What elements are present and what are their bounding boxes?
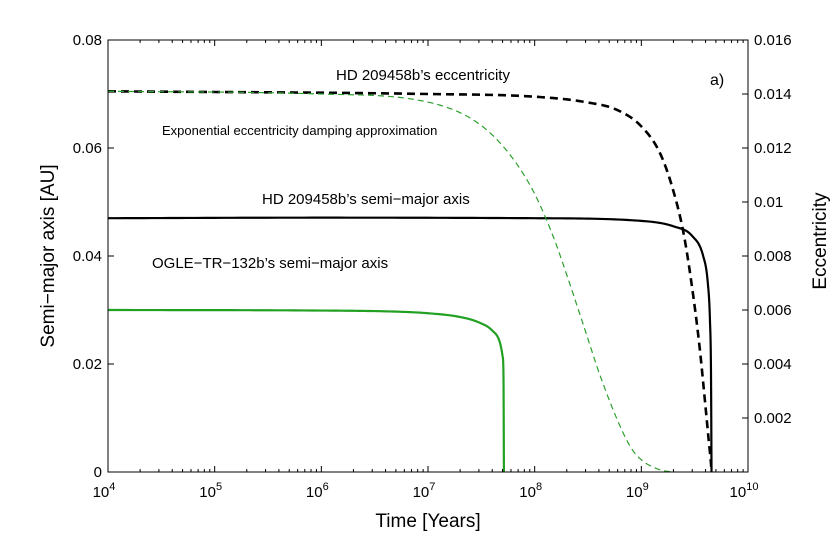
x-tick-exponent: 6 — [323, 481, 329, 493]
y-right-tick-label: 0.01 — [754, 194, 783, 211]
annotation-hd-eccentricity: HD 209458b’s eccentricity — [336, 67, 510, 84]
series-ogle-a — [107, 308, 506, 473]
x-tick-exponent: 8 — [536, 481, 542, 493]
annotation-exponential-damping: Exponential eccentricity damping approxi… — [162, 123, 437, 138]
y-right-axis-title: Eccentricity — [810, 192, 830, 290]
x-axis-ticks: 104 105 106 107 108 109 1010 — [93, 40, 759, 501]
x-tick-label: 104 — [93, 481, 116, 501]
y-right-tick-label: 0.004 — [754, 356, 792, 373]
x-tick-base: 10 — [413, 484, 430, 501]
x-tick-base: 10 — [93, 484, 110, 501]
panel-label: a) — [710, 72, 724, 89]
y-right-tick-label: 0.014 — [754, 86, 792, 103]
annotation-hd-semi-major-axis: HD 209458b’s semi−major axis — [262, 191, 470, 208]
x-tick-exponent: 7 — [429, 481, 435, 493]
y-right-tick-label: 0.016 — [754, 32, 792, 49]
x-tick-base: 10 — [730, 484, 747, 501]
y-right-tick-label: 0.012 — [754, 140, 792, 157]
y-left-tick-label: 0.04 — [73, 248, 102, 265]
y-left-tick-label: 0.02 — [73, 356, 102, 373]
x-tick-label: 109 — [626, 481, 649, 501]
x-tick-exponent: 10 — [746, 481, 758, 493]
y-left-tick-label: 0.06 — [73, 140, 102, 157]
x-tick-exponent: 9 — [643, 481, 649, 493]
x-tick-label: 106 — [306, 481, 329, 501]
series-exp-ecc — [107, 90, 674, 473]
x-tick-base: 10 — [626, 484, 643, 501]
x-tick-exponent: 5 — [216, 481, 222, 493]
y-right-tick-label: 0.006 — [754, 302, 792, 319]
x-tick-label: 107 — [413, 481, 436, 501]
y-right-tick-label: 0.008 — [754, 248, 792, 265]
y-left-tick-label: 0 — [94, 464, 102, 481]
y-left-axis-ticks: 0 0.02 0.04 0.06 0.08 — [73, 32, 114, 481]
series-layer — [107, 90, 713, 473]
x-tick-base: 10 — [519, 484, 536, 501]
annotation-ogle-semi-major-axis: OGLE−TR−132b’s semi−major axis — [152, 255, 388, 272]
x-tick-exponent: 4 — [109, 481, 115, 493]
x-axis-title: Time [Years] — [375, 511, 480, 532]
plot-background — [108, 40, 748, 472]
x-tick-label: 105 — [199, 481, 222, 501]
series-hd-a — [107, 216, 713, 473]
x-tick-base: 10 — [199, 484, 216, 501]
y-left-tick-label: 0.08 — [73, 32, 102, 49]
x-tick-label: 108 — [519, 481, 542, 501]
x-tick-base: 10 — [306, 484, 323, 501]
series-hd-ecc — [107, 90, 713, 473]
x-tick-label: 1010 — [730, 481, 759, 501]
y-right-axis-ticks: 0.002 0.004 0.006 0.008 0.01 0.012 0.014 0.016 — [742, 32, 792, 427]
y-left-axis-title: Semi−major axis [AU] — [38, 164, 59, 347]
y-right-tick-label: 0.002 — [754, 410, 792, 427]
